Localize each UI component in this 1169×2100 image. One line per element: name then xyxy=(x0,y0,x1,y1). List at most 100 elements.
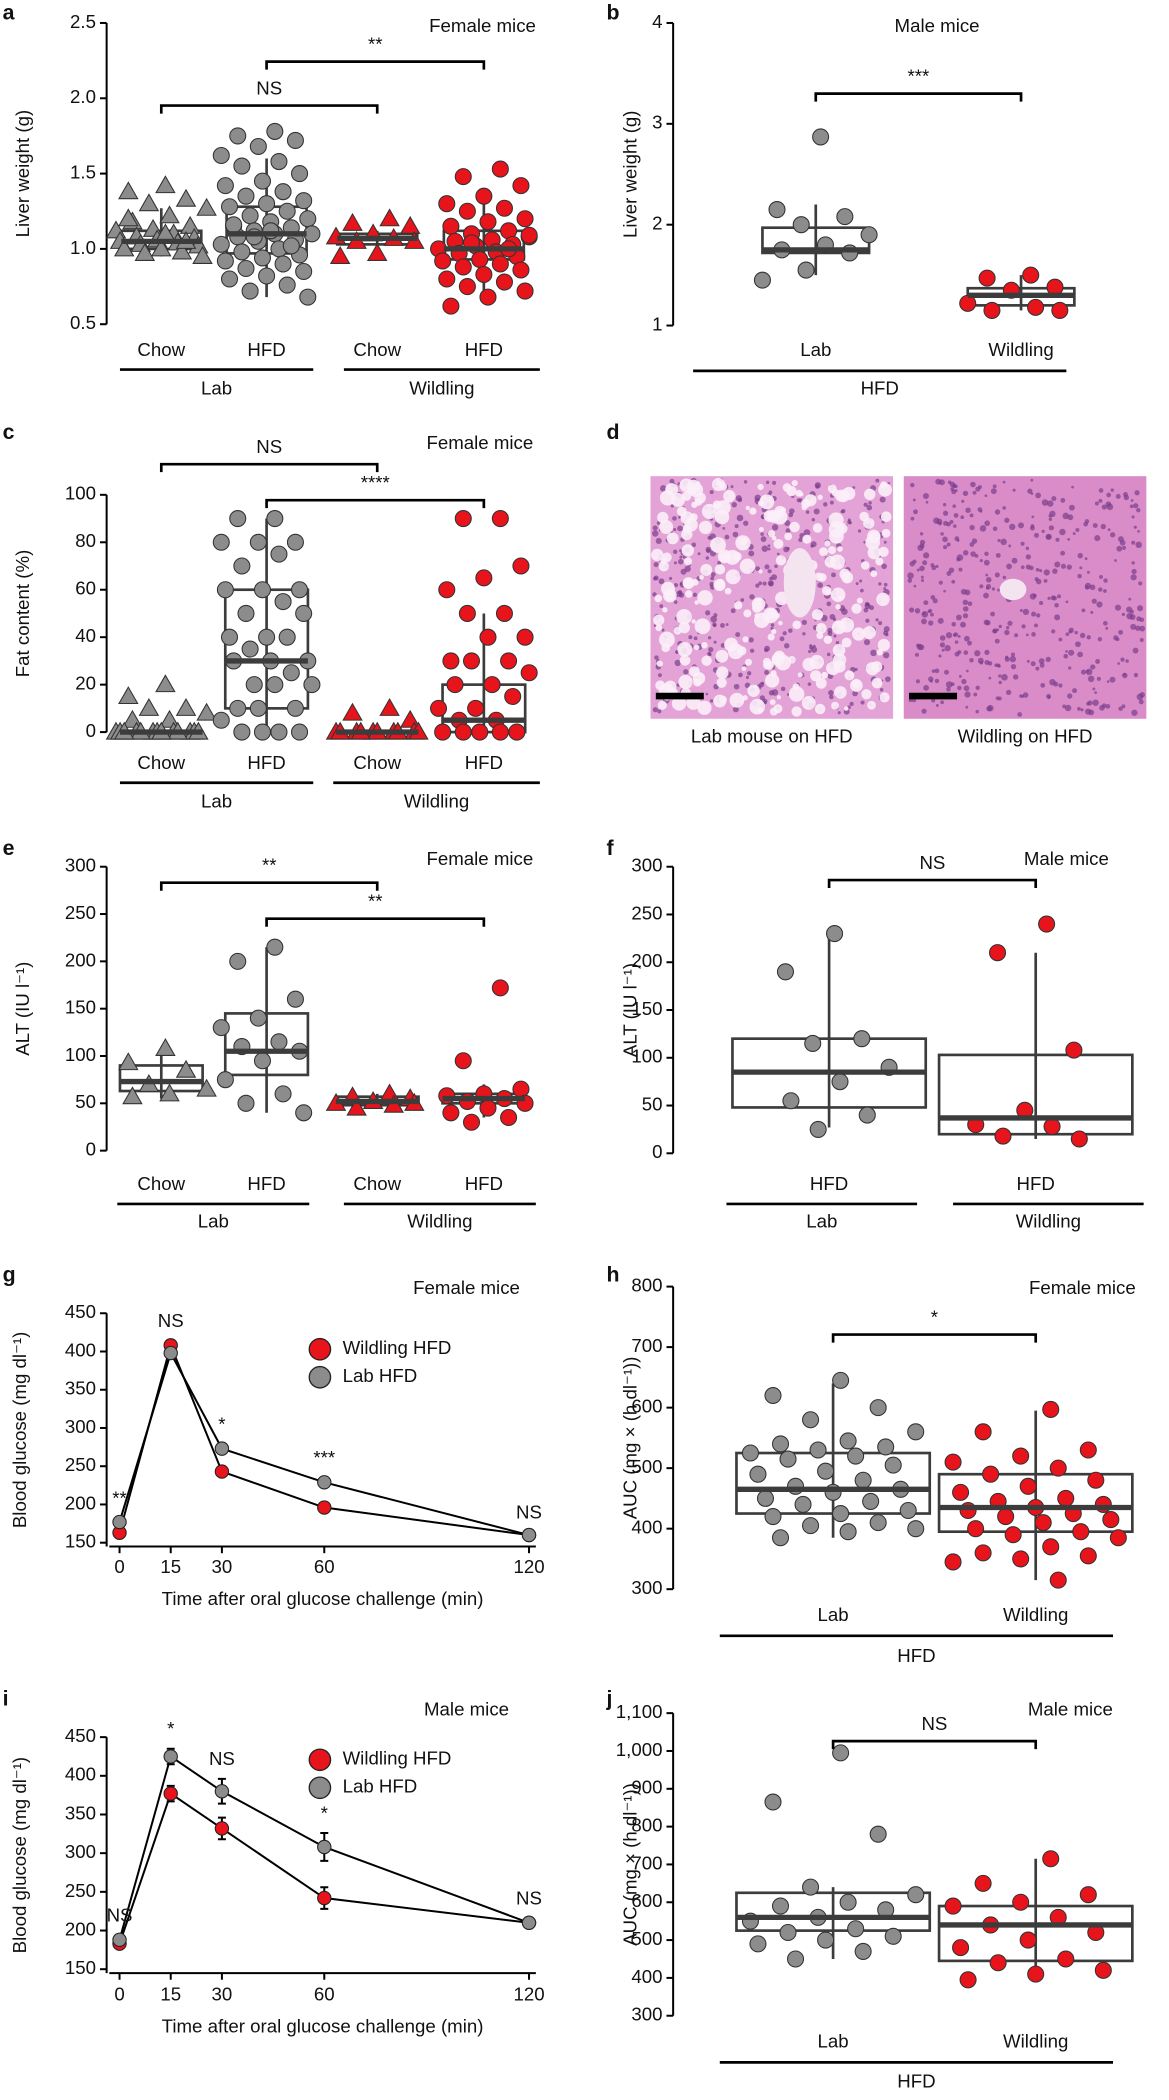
cell-nucleus xyxy=(1038,658,1045,665)
data-point xyxy=(454,1052,472,1070)
cell-nucleus xyxy=(1025,546,1030,551)
cell-nucleus xyxy=(1075,641,1081,648)
cell-nucleus xyxy=(652,525,658,531)
cell-nucleus xyxy=(994,663,998,668)
cell-nucleus xyxy=(990,488,997,495)
y-tick-label: 600 xyxy=(631,1890,662,1911)
y-axis-label: ALT (IU l⁻¹) xyxy=(620,963,641,1057)
lipid-droplet xyxy=(714,564,726,575)
data-point xyxy=(192,246,213,264)
data-point xyxy=(764,1793,782,1811)
cell-nucleus xyxy=(907,572,914,579)
data-point xyxy=(212,1019,230,1037)
data-point xyxy=(155,1038,176,1056)
cell-nucleus xyxy=(1087,675,1095,683)
cell-nucleus xyxy=(996,628,1000,632)
box xyxy=(118,1064,204,1093)
y-tick-label: 20 xyxy=(75,673,96,694)
category-label: HFD xyxy=(465,1173,503,1194)
significance-label: *** xyxy=(313,1447,335,1468)
data-point xyxy=(212,235,230,253)
cell-nucleus xyxy=(1098,498,1103,503)
lipid-droplet xyxy=(694,600,699,605)
data-point xyxy=(1065,1041,1083,1059)
data-point xyxy=(458,278,476,296)
data-point xyxy=(214,1464,230,1479)
data-point xyxy=(212,146,230,165)
cell-nucleus xyxy=(1045,656,1051,663)
cell-nucleus xyxy=(1096,676,1101,681)
data-point xyxy=(521,1915,537,1930)
panel-letter: d xyxy=(606,420,619,444)
data-point xyxy=(812,128,830,146)
cell-nucleus xyxy=(657,709,662,714)
data-point xyxy=(1079,1886,1097,1904)
cell-nucleus xyxy=(921,579,925,583)
cell-nucleus xyxy=(1131,540,1136,545)
category-label: HFD xyxy=(247,339,285,360)
data-point xyxy=(438,270,456,288)
cell-nucleus xyxy=(938,580,943,585)
data-point xyxy=(438,195,456,213)
cell-nucleus xyxy=(1092,687,1096,691)
category-label: Chow xyxy=(353,339,401,360)
cell-nucleus xyxy=(798,537,803,543)
cell-nucleus xyxy=(860,588,864,593)
cell-nucleus xyxy=(743,520,749,526)
data-point xyxy=(475,569,493,587)
cell-nucleus xyxy=(1075,527,1080,532)
cell-nucleus xyxy=(995,552,1001,558)
cell-nucleus xyxy=(1025,554,1031,560)
lipid-droplet xyxy=(758,500,764,507)
lipid-droplet xyxy=(701,641,708,649)
cell-nucleus xyxy=(1114,559,1117,562)
x-tick-label: 60 xyxy=(314,1984,335,2005)
cell-nucleus xyxy=(855,582,859,586)
cell-nucleus xyxy=(1031,632,1036,637)
lipid-droplet xyxy=(797,672,803,678)
cell-nucleus xyxy=(956,614,962,621)
data-point xyxy=(155,674,176,693)
cell-nucleus xyxy=(1002,575,1007,580)
data-point xyxy=(237,1094,255,1112)
cell-nucleus xyxy=(971,538,978,544)
data-point xyxy=(504,687,522,706)
cell-nucleus xyxy=(992,526,998,532)
cell-nucleus xyxy=(1072,532,1076,536)
cell-nucleus xyxy=(767,544,771,548)
cell-nucleus xyxy=(998,680,1002,685)
y-tick-label: 60 xyxy=(75,578,96,599)
y-tick-label: 100 xyxy=(65,1044,96,1065)
group-label: Lab xyxy=(201,791,232,812)
data-point xyxy=(1049,1571,1067,1589)
cell-nucleus xyxy=(1079,632,1086,639)
cell-nucleus xyxy=(731,502,737,508)
cell-nucleus xyxy=(1083,521,1089,527)
cell-nucleus xyxy=(796,498,801,503)
lipid-droplet xyxy=(876,649,883,656)
cell-nucleus xyxy=(1118,706,1123,711)
y-tick-label: 400 xyxy=(631,1517,662,1538)
group-label: Lab xyxy=(201,377,232,398)
x-tick-label: 30 xyxy=(212,1556,233,1577)
lipid-droplet xyxy=(815,623,827,634)
significance-label: **** xyxy=(361,472,390,493)
lipid-droplet xyxy=(862,626,876,640)
cell-nucleus xyxy=(837,711,841,715)
cell-nucleus xyxy=(977,657,984,664)
data-point xyxy=(434,723,452,741)
cell-nucleus xyxy=(953,524,957,528)
cell-nucleus xyxy=(673,583,679,588)
lipid-droplet xyxy=(734,601,743,610)
data-point xyxy=(270,1033,288,1051)
data-point xyxy=(438,581,456,599)
cell-nucleus xyxy=(883,652,890,659)
cell-nucleus xyxy=(717,560,722,565)
data-point xyxy=(899,1501,917,1520)
group-label: Wildling xyxy=(407,1211,472,1232)
data-point xyxy=(430,699,448,717)
data-point xyxy=(286,131,304,149)
data-point xyxy=(853,1030,871,1048)
cell-nucleus xyxy=(1017,522,1024,529)
data-point xyxy=(764,1386,782,1405)
